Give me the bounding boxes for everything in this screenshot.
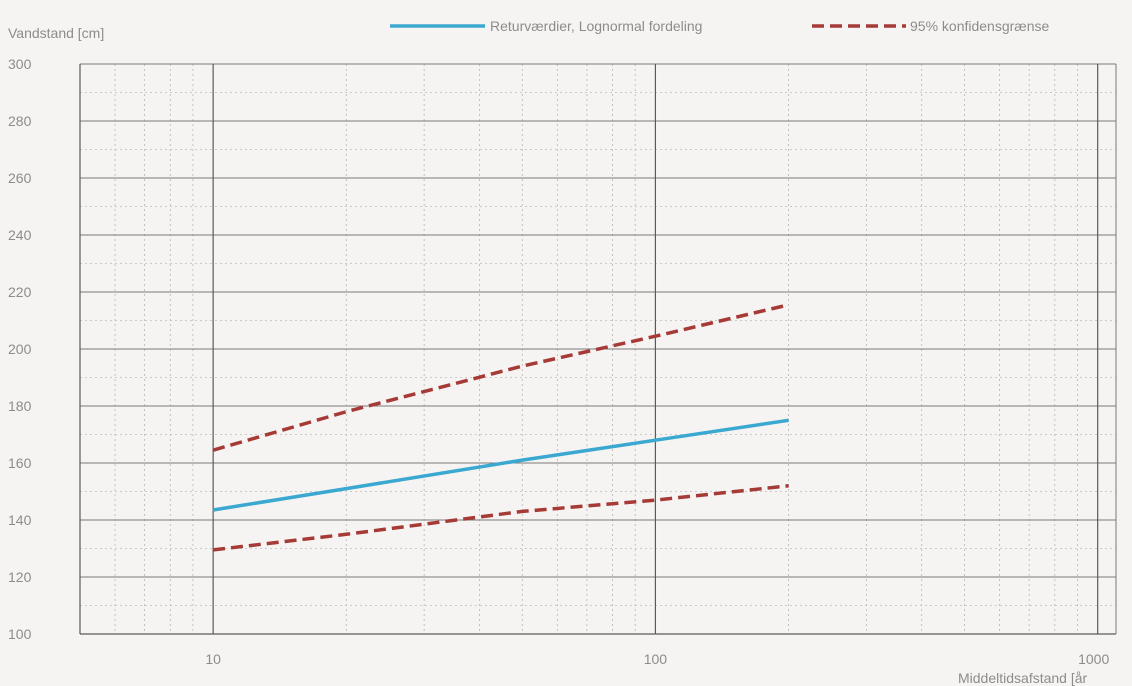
series-line-upper-confidence [212, 303, 790, 452]
major-gridlines [80, 63, 1116, 634]
legend: Returværdier, Lognormal fordeling 95% ko… [390, 18, 1050, 34]
y-tick-label: 240 [8, 227, 32, 243]
y-tick-label: 120 [8, 569, 32, 585]
y-tick-label: 160 [8, 455, 32, 471]
data-series [212, 303, 790, 552]
y-tick-label: 180 [8, 398, 32, 414]
x-tick-label: 1000 [1078, 651, 1109, 667]
y-tick-label: 300 [8, 56, 32, 72]
legend-label-konfidensgraense: 95% konfidensgrænse [910, 18, 1050, 34]
y-tick-label: 280 [8, 113, 32, 129]
y-tick-label: 220 [8, 284, 32, 300]
y-axis-label: Vandstand [cm] [8, 25, 104, 41]
series-line-lower-confidence [212, 484, 789, 552]
y-tick-label: 260 [8, 170, 32, 186]
axes [79, 64, 1117, 635]
x-tick-label: 100 [644, 651, 668, 667]
y-tick-label: 140 [8, 512, 32, 528]
series-line-returvaerdier [212, 418, 789, 512]
legend-label-returvaerdier: Returværdier, Lognormal fordeling [490, 18, 702, 34]
x-tick-label: 10 [205, 651, 221, 667]
y-tick-labels: 100 120 140 160 180 200 220 240 260 280 300 [8, 56, 32, 642]
y-tick-label: 100 [8, 626, 32, 642]
x-axis-label: Middeltidsafstand [år [958, 670, 1088, 686]
y-tick-label: 200 [8, 341, 32, 357]
x-tick-labels: 10 100 1000 [205, 651, 1109, 667]
